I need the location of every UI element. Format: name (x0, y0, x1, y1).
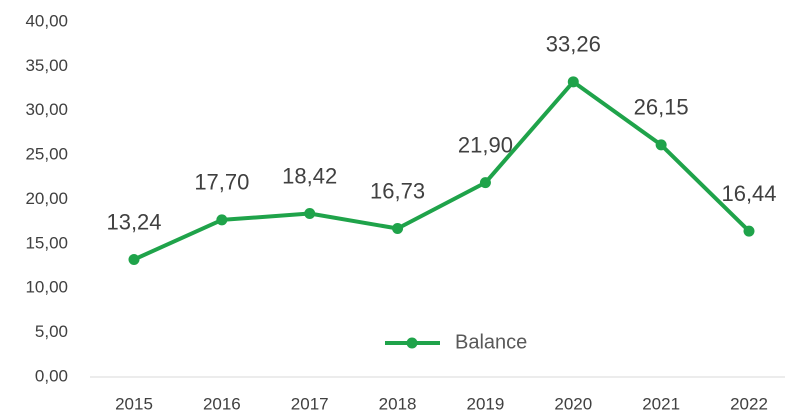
data-point (392, 223, 404, 235)
y-tick-label: 0,00 (35, 366, 68, 385)
data-label: 16,44 (721, 181, 776, 206)
x-tick-label: 2016 (203, 394, 241, 413)
legend-marker (406, 337, 418, 349)
x-tick-label: 2021 (642, 394, 680, 413)
data-label: 17,70 (194, 170, 249, 195)
y-tick-label: 35,00 (25, 56, 68, 75)
y-tick-label: 15,00 (25, 233, 68, 252)
data-line (133, 79, 751, 262)
data-label: 18,42 (282, 163, 337, 188)
y-tick-label: 25,00 (25, 145, 68, 164)
x-tick-label: 2019 (467, 394, 505, 413)
x-tick-label: 2015 (115, 394, 153, 413)
data-point (567, 76, 579, 88)
data-label: 13,24 (106, 209, 161, 234)
x-tick-label: 2018 (379, 394, 417, 413)
x-tick-label: 2017 (291, 394, 329, 413)
data-point (128, 253, 140, 265)
data-label: 33,26 (546, 32, 601, 57)
y-tick-label: 10,00 (25, 278, 68, 297)
y-tick-label: 30,00 (25, 100, 68, 119)
x-tick-label: 2020 (554, 394, 592, 413)
data-point (216, 214, 228, 226)
data-label: 21,90 (458, 132, 513, 157)
data-label: 26,15 (634, 95, 689, 120)
data-point (655, 139, 667, 151)
data-point (743, 225, 755, 237)
data-point (304, 208, 316, 220)
legend-label: Balance (455, 331, 527, 353)
y-tick-label: 20,00 (25, 189, 68, 208)
x-tick-label: 2022 (730, 394, 768, 413)
data-point (479, 177, 491, 189)
y-tick-label: 5,00 (35, 322, 68, 341)
y-tick-label: 40,00 (25, 11, 68, 30)
data-label: 16,73 (370, 178, 425, 203)
